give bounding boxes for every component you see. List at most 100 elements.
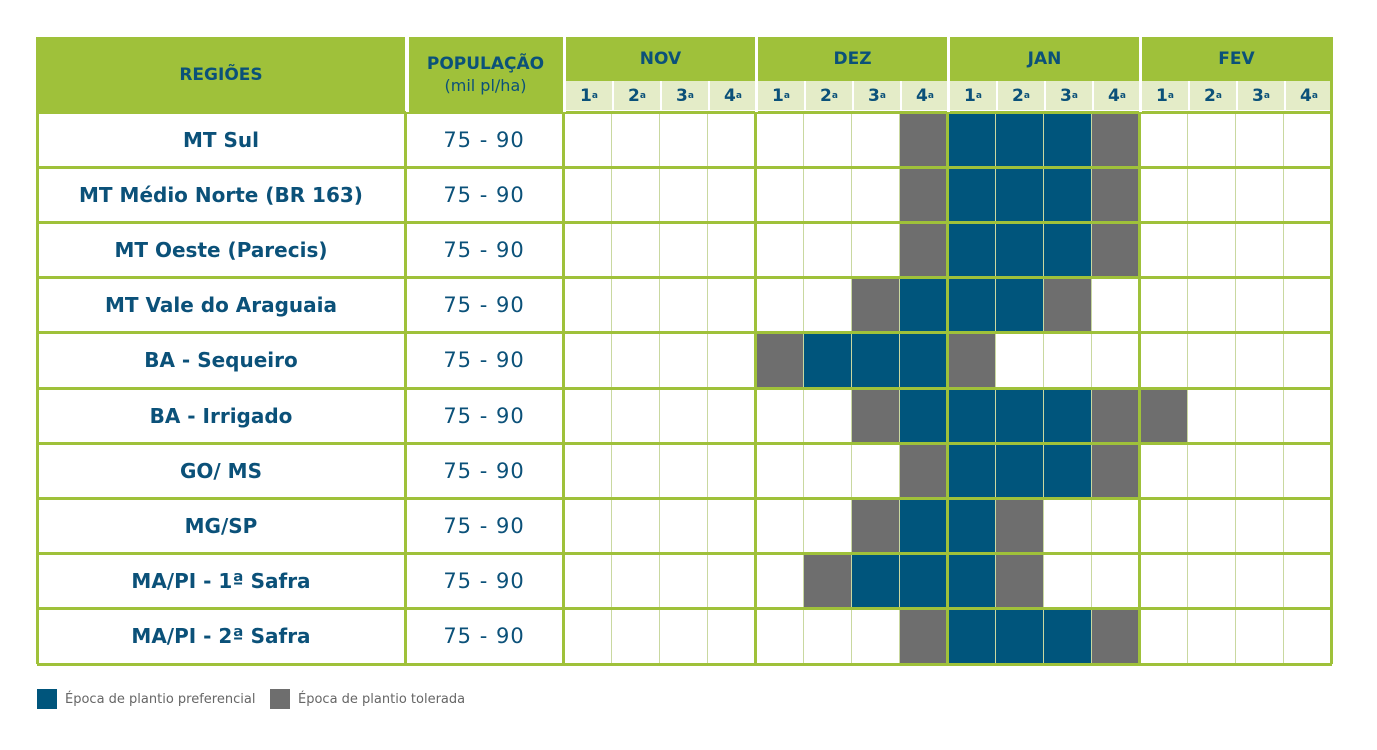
week-number: 3 [676, 85, 688, 106]
grid-line [1330, 37, 1333, 664]
week-cell-empty [1043, 332, 1091, 388]
week-cell-empty [659, 608, 707, 664]
region-name: GO/ MS [180, 458, 262, 483]
week-number: 1 [772, 85, 784, 106]
month-header-jan: JAN [950, 37, 1139, 81]
week-cell-empty [563, 388, 611, 444]
week-cell-empty [707, 112, 755, 168]
week-cell-empty [995, 332, 1043, 388]
week-number: 4 [916, 85, 928, 106]
week-cell-tolerated [1139, 388, 1187, 444]
week-cell-empty [1043, 498, 1091, 554]
week-cell-empty [1283, 443, 1331, 499]
week-suffix: a [1071, 90, 1078, 101]
week-cell-empty [611, 553, 659, 609]
week-number: 4 [1300, 85, 1312, 106]
week-suffix: a [1311, 90, 1318, 101]
week-cell-empty [1139, 498, 1187, 554]
week-cell-empty [1139, 167, 1187, 223]
week-suffix: a [1215, 90, 1222, 101]
week-cell-preferred [995, 388, 1043, 444]
week-cell-empty [1043, 553, 1091, 609]
week-cell-preferred [947, 608, 995, 664]
week-cell-empty [1139, 332, 1187, 388]
week-cell-empty [851, 443, 899, 499]
week-number: 1 [1156, 85, 1168, 106]
week-cell-empty [707, 332, 755, 388]
population-value: 75 - 90 [443, 513, 525, 538]
week-suffix: a [687, 90, 694, 101]
week-cell-preferred [1043, 222, 1091, 278]
grid-line [37, 552, 1332, 556]
week-cell-empty [563, 277, 611, 333]
week-cell-empty [1235, 332, 1283, 388]
week-cell-empty [803, 443, 851, 499]
week-suffix: a [831, 90, 838, 101]
week-cell-empty [659, 222, 707, 278]
week-cell-empty [1283, 498, 1331, 554]
week-cell-empty [659, 112, 707, 168]
population-value: 75 - 90 [443, 458, 525, 483]
week-cell-empty [1139, 112, 1187, 168]
week-cell-tolerated [851, 498, 899, 554]
week-number: 3 [868, 85, 880, 106]
week-cell-empty [659, 332, 707, 388]
week-cell-tolerated [803, 553, 851, 609]
week-cell-empty [755, 443, 803, 499]
region-name: MT Vale do Araguaia [104, 293, 338, 318]
grid-line [562, 112, 565, 664]
week-cell-empty [1187, 222, 1235, 278]
grid-line [37, 220, 1332, 224]
week-cell-tolerated [851, 277, 899, 333]
week-cell-empty [707, 553, 755, 609]
week-suffix: a [591, 90, 598, 101]
week-cell-empty [1235, 498, 1283, 554]
week-cell-empty [851, 222, 899, 278]
week-cell-tolerated [1091, 608, 1139, 664]
grid-line [37, 276, 1332, 280]
week-cell-preferred [899, 388, 947, 444]
week-cell-preferred [899, 277, 947, 333]
week-cell-tolerated [1091, 112, 1139, 168]
grid-line [947, 37, 950, 112]
region-name: MT Oeste (Parecis) [114, 237, 328, 262]
grid-line [37, 110, 1332, 114]
week-cell-preferred [947, 388, 995, 444]
grid-line [755, 37, 758, 112]
week-cell-preferred [995, 222, 1043, 278]
week-cell-empty [1283, 277, 1331, 333]
grid-line [563, 37, 566, 112]
week-number: 1 [964, 85, 976, 106]
grid-line [754, 112, 757, 664]
week-cell-empty [563, 608, 611, 664]
week-cell-empty [1187, 112, 1235, 168]
week-cell-empty [803, 277, 851, 333]
week-cell-empty [707, 222, 755, 278]
week-cell-empty [1187, 498, 1235, 554]
week-cell-empty [755, 388, 803, 444]
week-cell-empty [755, 167, 803, 223]
week-cell-preferred [947, 167, 995, 223]
grid-line [404, 112, 407, 664]
week-cell-empty [1235, 277, 1283, 333]
week-cell-tolerated [851, 388, 899, 444]
week-cell-empty [803, 167, 851, 223]
week-cell-empty [1235, 553, 1283, 609]
week-cell-empty [1091, 498, 1139, 554]
population-value: 75 - 90 [443, 293, 525, 318]
week-cell-tolerated [899, 608, 947, 664]
grid-line [37, 662, 1332, 666]
grid-line [37, 165, 1332, 169]
week-cell-empty [1187, 388, 1235, 444]
week-cell-tolerated [947, 332, 995, 388]
grid-line [37, 441, 1332, 445]
region-name: BA - Sequeiro [144, 348, 298, 373]
week-cell-tolerated [1091, 388, 1139, 444]
month-header-dez: DEZ [758, 37, 947, 81]
